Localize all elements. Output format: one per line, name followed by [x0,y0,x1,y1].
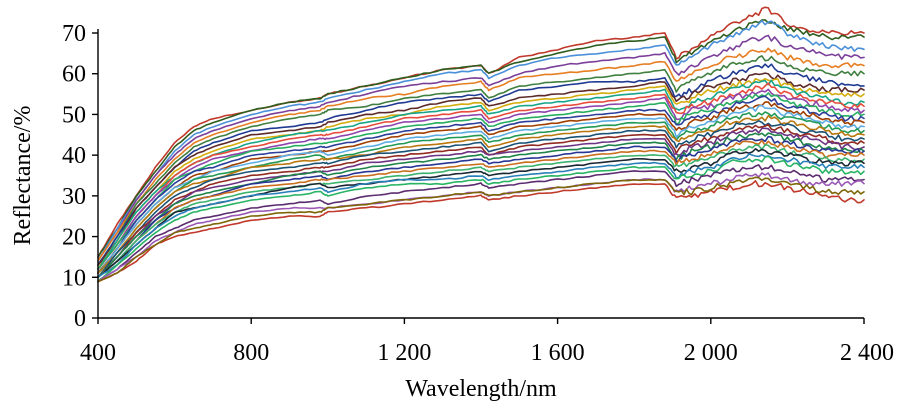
spectrum-line-22 [97,132,865,279]
x-tick-label: 1 200 [377,340,431,366]
x-tick-label: 800 [233,340,269,366]
spectrum-line-23 [97,135,865,278]
spectrum-line-24 [97,139,865,279]
spectrum-line-12 [97,88,865,270]
spectrum-line-3 [97,19,865,262]
spectrum-line-29 [97,164,865,283]
spectrum-line-30 [97,172,865,283]
spectrum-line-32 [97,176,865,283]
x-tick-label: 400 [80,340,116,366]
y-tick-label: 20 [62,225,86,251]
spectrum-line-28 [97,155,865,282]
spectrum-line-5 [97,47,865,262]
spectrum-line-17 [97,111,865,274]
spectrum-line-18 [97,114,865,274]
x-tick-label: 2 400 [840,340,894,366]
y-tick-label: 50 [62,102,86,128]
spectrum-line-2 [97,19,865,258]
tick-layer: 0 10 20 30 40 50 60 70 400 800 1 200 1 600 2 000 2 40… [62,21,894,366]
spectrum-line-15 [97,101,865,275]
spectrum-line-4 [97,34,865,262]
y-axis-title: Reflectance/% [10,106,36,246]
y-tick-label: 0 [74,306,86,332]
y-tick-label: 40 [62,143,86,169]
spectrum-line-8 [97,72,865,266]
series-layer [97,6,865,283]
y-tick-label: 30 [62,184,86,210]
spectrum-line-25 [97,144,865,278]
y-tick-label: 10 [62,265,86,291]
spectrum-line-31 [97,180,865,283]
spectrum-line-11 [97,82,865,271]
y-tick-label: 70 [62,21,86,47]
x-axis-title: Wavelength/nm [405,376,557,402]
spectrum-line-21 [97,127,865,278]
spectrum-line-9 [97,77,865,271]
x-tick-label: 1 600 [531,340,585,366]
spectrum-line-7 [97,63,865,266]
spectrum-line-14 [97,95,865,274]
spectrum-line-1 [97,6,865,259]
x-tick-label: 2 000 [684,340,738,366]
y-tick-label: 60 [62,62,86,88]
spectrum-line-6 [97,55,865,267]
